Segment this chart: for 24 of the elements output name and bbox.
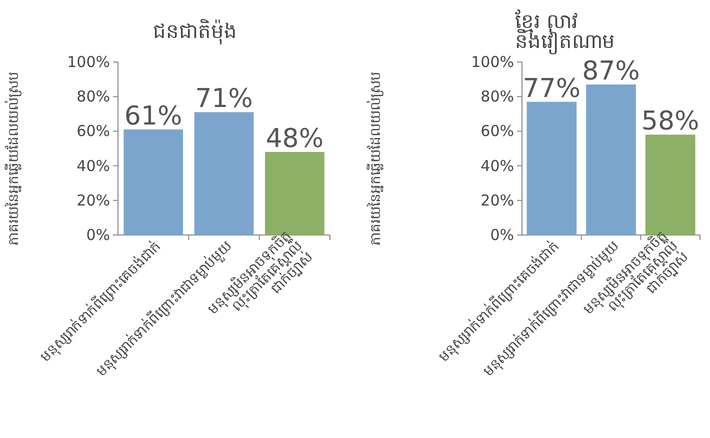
y-tick-label: 60%	[480, 122, 514, 140]
y-tick-label: 0%	[86, 226, 110, 244]
y-axis-title: ភាគរយនៃអ្នកឆ្លើយដែលយល់ស្រប	[4, 72, 22, 246]
chart-title: ខ្មែរ លាវ និងវៀតណាម	[515, 9, 615, 55]
y-tick-label: 100%	[471, 53, 514, 71]
bar	[526, 102, 577, 235]
y-tick-label: 20%	[480, 191, 514, 210]
y-tick-label: 100%	[67, 53, 110, 71]
y-tick-label: 60%	[76, 122, 110, 140]
y-axis-title: ភាគរយនៃអ្នកឆ្លើយដែលយល់ស្រប	[366, 72, 384, 246]
data-label: 87%	[582, 56, 640, 86]
y-tick-label: 20%	[76, 191, 110, 210]
data-label: 48%	[266, 124, 324, 154]
data-label: 58%	[641, 106, 700, 137]
data-label: 77%	[522, 74, 581, 104]
data-label: 61%	[124, 101, 182, 132]
chart-title: ជនជាតិម៉ុង	[153, 18, 237, 45]
y-tick-label: 40%	[76, 156, 110, 175]
y-tick-label: 0%	[490, 226, 514, 244]
data-label: 71%	[195, 84, 253, 114]
y-tick-label: 80%	[76, 88, 110, 106]
y-tick-label: 80%	[480, 88, 514, 106]
bar	[124, 129, 184, 235]
y-tick-label: 40%	[480, 156, 514, 175]
